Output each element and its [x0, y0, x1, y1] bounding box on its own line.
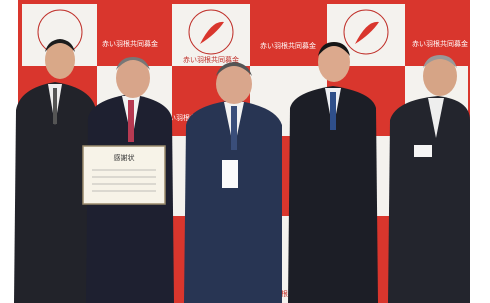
banner-label: 赤い羽根共同募金: [260, 41, 316, 50]
certificate: 感謝状: [83, 146, 165, 204]
page: 赤い羽根共同募金 赤い羽根共同募金 赤い羽根共同募金 赤い羽根共同募金 赤い羽根…: [0, 0, 490, 303]
banner-label: 赤い羽根共同募金: [412, 39, 468, 48]
certificate-title: 感謝状: [114, 153, 135, 162]
photo: 赤い羽根共同募金 赤い羽根共同募金 赤い羽根共同募金 赤い羽根共同募金 赤い羽根…: [0, 0, 490, 303]
banner-label: 赤い羽根共同募金: [102, 39, 158, 48]
